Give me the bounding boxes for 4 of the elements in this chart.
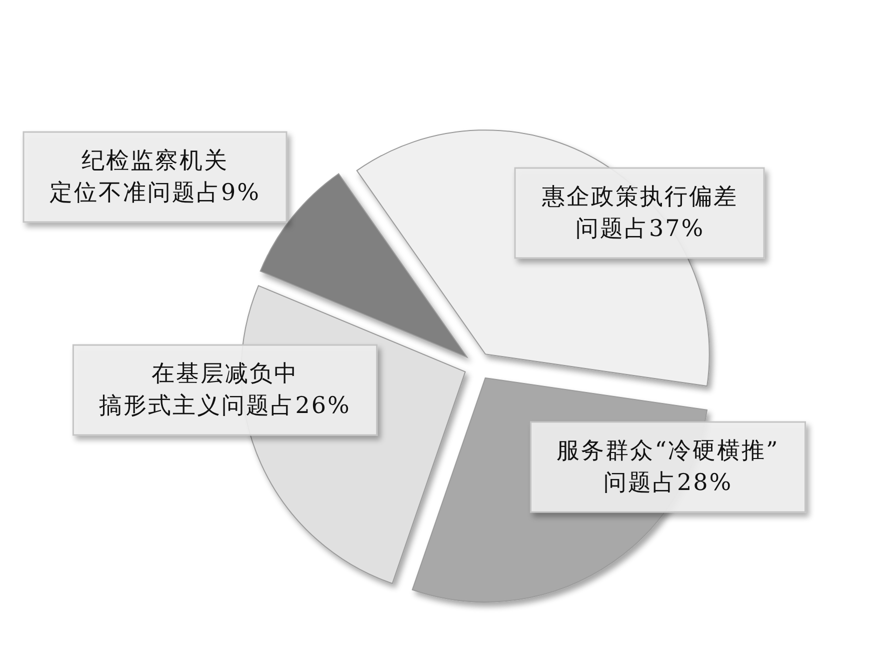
slice-label: 在基层减负中搞形式主义问题占26% — [99, 361, 351, 419]
slice-label: 服务群众“冷硬横推”问题占28% — [556, 438, 780, 496]
slice-label: 惠企政策执行偏差问题占37% — [541, 184, 738, 242]
slice-label: 纪检监察机关定位不准问题占9% — [50, 148, 260, 206]
